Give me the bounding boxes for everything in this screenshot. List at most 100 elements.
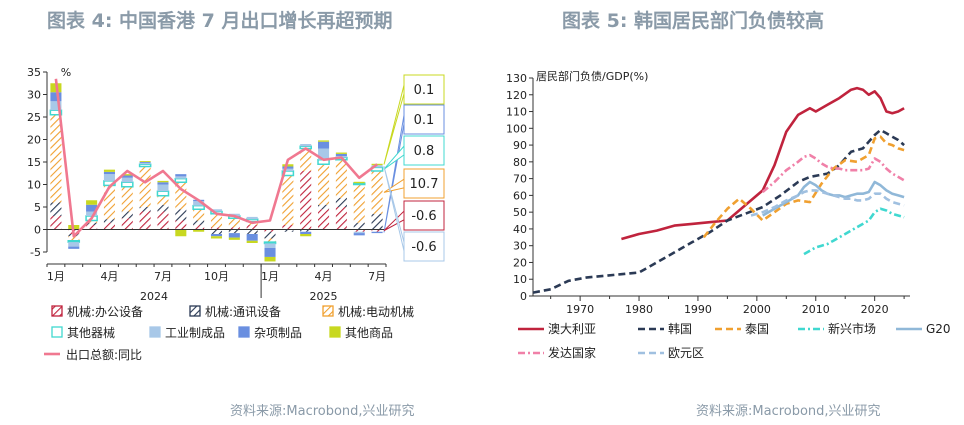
y-tick-label: 60: [513, 189, 527, 202]
callout-box: [403, 74, 445, 105]
year-label: 2024: [140, 290, 168, 303]
x-tick-label: 1月: [47, 270, 65, 283]
callout-box: [403, 104, 445, 135]
y-tick-label: 130: [506, 72, 527, 85]
legend-label: 发达国家: [548, 345, 596, 360]
bar-segment: [175, 229, 187, 237]
bar-segment: [371, 165, 383, 168]
bar-segment: [300, 144, 312, 147]
legend-label: 机械:办公设备: [67, 304, 143, 319]
bar-segment: [300, 231, 312, 234]
bar-segment: [335, 153, 347, 157]
bar-segment: [318, 204, 330, 210]
legend-swatch: [322, 305, 334, 317]
x-tick-label: 10月: [204, 270, 229, 283]
bar-segment: [103, 174, 115, 181]
bar-segment: [193, 229, 205, 232]
bar-segment: [264, 256, 276, 262]
bar-segment: [157, 184, 169, 192]
bar-segment: [282, 166, 294, 169]
y-tick-label: -5: [30, 246, 41, 259]
bar-segment: [228, 233, 240, 238]
bar-segment: [139, 207, 151, 212]
left-chart-title: 图表 4: 中国香港 7 月出口增长再超预期: [47, 10, 393, 32]
bar-segment: [300, 148, 312, 171]
y-tick-label: 40: [513, 223, 527, 236]
bar-segment: [138, 163, 152, 168]
x-tick-label: 7月: [368, 270, 386, 283]
bar-segment: [246, 240, 258, 243]
bar-segment: [157, 211, 169, 230]
x-tick-label: 4月: [100, 270, 118, 283]
y-tick-label: 70: [513, 173, 527, 186]
bar-segment: [353, 222, 365, 230]
y-tick-label: 50: [513, 206, 527, 219]
bar-segment: [121, 186, 133, 212]
y-tick-label: 0: [520, 290, 527, 303]
bar-segment: [210, 227, 223, 230]
bar-segment: [263, 241, 277, 245]
export-growth-line: [54, 78, 378, 238]
bar-segment: [193, 220, 205, 225]
bar-segment: [175, 176, 187, 179]
bar-segment: [157, 182, 169, 185]
bar-segment: [335, 207, 347, 230]
legend-label: 欧元区: [668, 346, 704, 360]
bar-segment: [50, 114, 62, 203]
legend-label: 韩国: [668, 321, 692, 336]
series-line: [532, 128, 905, 294]
bar-segment: [156, 190, 170, 197]
x-tick-label: 2010: [802, 303, 830, 316]
x-tick-label: 4月: [315, 270, 333, 283]
x-tick-label: 2000: [743, 303, 771, 316]
bar-segment: [353, 231, 365, 234]
bar-segment: [353, 233, 365, 236]
bar-segment: [157, 204, 169, 212]
bar-segment: [318, 141, 330, 149]
bar-segment: [318, 140, 330, 142]
bar-segment: [210, 209, 223, 212]
bar-segment: [50, 202, 62, 216]
bar-segment: [300, 171, 312, 230]
year-label: 2025: [310, 290, 338, 303]
legend-label: 机械:通讯设备: [205, 304, 281, 319]
series-line: [702, 135, 905, 239]
series-line: [750, 189, 905, 217]
bar-segment: [67, 240, 81, 243]
bar-segment: [157, 180, 169, 183]
y-tick-label: 20: [27, 134, 41, 147]
bar-segment: [103, 219, 115, 223]
bar-segment: [371, 213, 383, 230]
callout-pointer: [383, 144, 405, 170]
y-tick-label: 0: [34, 224, 41, 237]
bar-segment: [121, 177, 133, 183]
household-debt-chart: 0 10 20 30 40 50 60 70 80 90 100 110 120 130 1970 1980 1…: [506, 69, 951, 360]
callout-value: 0.8: [414, 144, 435, 159]
callout-box: [403, 135, 445, 166]
x-tick-label: 1月: [261, 270, 279, 283]
y-unit-label: %: [61, 66, 71, 79]
bar-segment: [139, 166, 151, 207]
bar-segment: [300, 229, 312, 232]
y-axis-title: 居民部门负债/GDP(%): [536, 69, 648, 83]
bar-segment: [193, 201, 205, 206]
callout-value: -0.6: [411, 209, 436, 224]
y-tick-label: 80: [513, 156, 527, 169]
y-tick-label: 100: [506, 122, 527, 135]
y-tick-label: 10: [513, 273, 527, 286]
bar-segment: [86, 222, 98, 225]
bar-segment: [68, 246, 80, 249]
bar-segment: [246, 216, 258, 220]
bar-segment: [121, 218, 133, 230]
bar-segment: [228, 227, 240, 230]
bar-segment: [246, 225, 258, 230]
bar-segment: [103, 185, 115, 220]
bar-segment: [371, 231, 383, 234]
bar-segment: [68, 242, 80, 247]
bar-segment: [86, 220, 98, 223]
bar-segment: [139, 161, 151, 162]
callout-box: [403, 200, 445, 231]
bar-segment: [121, 175, 133, 178]
bar-segment: [282, 164, 294, 167]
bar-segment: [353, 229, 365, 232]
